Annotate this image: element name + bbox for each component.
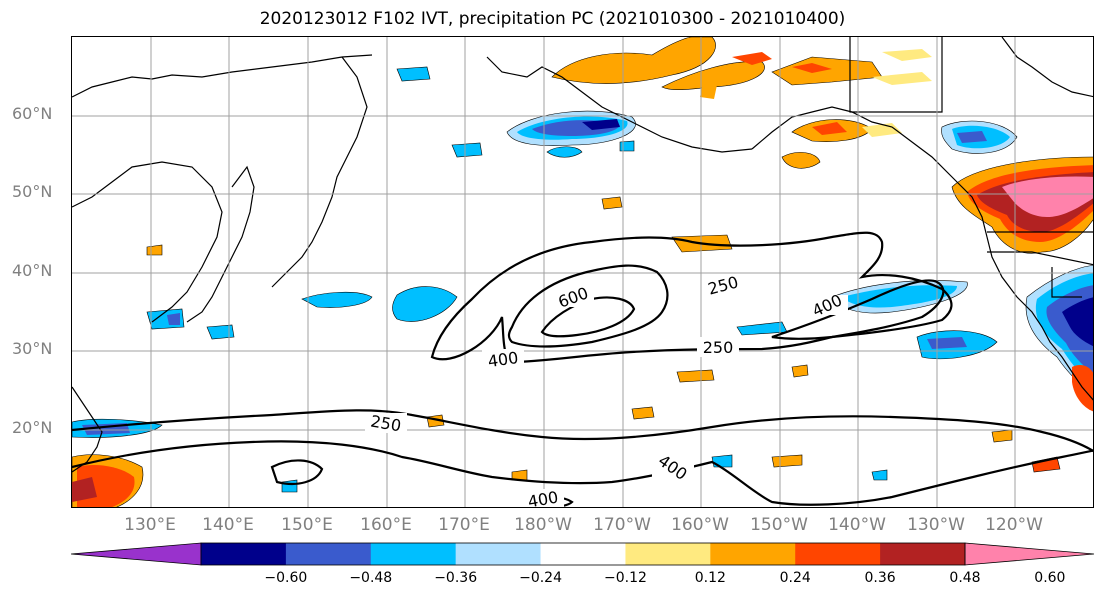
colorbar-segment [625, 543, 711, 565]
graticule [72, 37, 1093, 507]
colorbar-segments [71, 542, 1095, 566]
colorbar-segment [201, 543, 287, 565]
lat-label-40n: 40°N [12, 261, 53, 280]
lon-label-140w: 140°W [828, 515, 886, 535]
lon-label-130e: 130°E [124, 515, 176, 535]
lat-label-60n: 60°N [12, 104, 53, 123]
lon-label-160e: 160°E [360, 515, 412, 535]
lon-label-150w: 150°W [750, 515, 808, 535]
contour-label-400-bottom: 400 [526, 487, 559, 508]
colorbar-segment [880, 543, 966, 565]
colorbar-segment [455, 543, 542, 565]
colorbar-tick-label: −0.48 [349, 570, 393, 586]
lon-label-170w: 170°W [593, 515, 651, 535]
colorbar-tick-label: 0.24 [779, 570, 811, 586]
lon-label-130w: 130°W [907, 515, 965, 535]
colorbar-segment [370, 543, 457, 565]
colorbar-segment [795, 543, 881, 565]
colorbar-tick-label: 0.36 [864, 570, 896, 586]
colorbar-outline [200, 542, 966, 566]
ivt-contours [72, 231, 1093, 507]
lat-label-20n: 20°N [12, 418, 53, 437]
contour-label-400-south: 400 [655, 451, 691, 484]
lon-label-170e: 170°E [438, 515, 490, 535]
colorbar-tick-label: 0.48 [949, 570, 981, 586]
colorbar-segment [540, 543, 626, 565]
colorbar [71, 542, 1095, 566]
colorbar-tick-label: −0.36 [434, 570, 478, 586]
colorbar-tick-label: −0.60 [264, 570, 308, 586]
lon-label-180w: 180°W [514, 515, 572, 535]
lat-label-30n: 30°N [12, 339, 53, 358]
colorbar-tick-label: −0.12 [603, 570, 647, 586]
colorbar-tick-label: 0.12 [694, 570, 726, 586]
map-title: 2020123012 F102 IVT, precipitation PC (2… [259, 9, 846, 29]
colorbar-extend-low [71, 542, 202, 566]
contour-label-250-mid: 250 [703, 338, 734, 357]
lat-label-50n: 50°N [12, 182, 53, 201]
coastlines [72, 37, 1093, 473]
colorbar-segment [710, 543, 796, 565]
colorbar-segment [285, 543, 372, 565]
lon-label-160w: 160°W [671, 515, 729, 535]
colorbar-tick-label: −0.24 [519, 570, 562, 586]
map-canvas: 600 250 400 250 400 250 400 400 [72, 37, 1093, 508]
contour-label-400-west: 400 [487, 348, 520, 371]
colorbar-extend-high [964, 542, 1095, 566]
lon-label-120w: 120°W [985, 515, 1043, 535]
map-panel: 600 250 400 250 400 250 400 400 [71, 36, 1094, 508]
lon-label-150e: 150°E [281, 515, 333, 535]
precipitation-shading [72, 37, 1093, 507]
lon-label-140e: 140°E [202, 515, 254, 535]
colorbar-tick-label: 0.60 [1034, 570, 1066, 586]
